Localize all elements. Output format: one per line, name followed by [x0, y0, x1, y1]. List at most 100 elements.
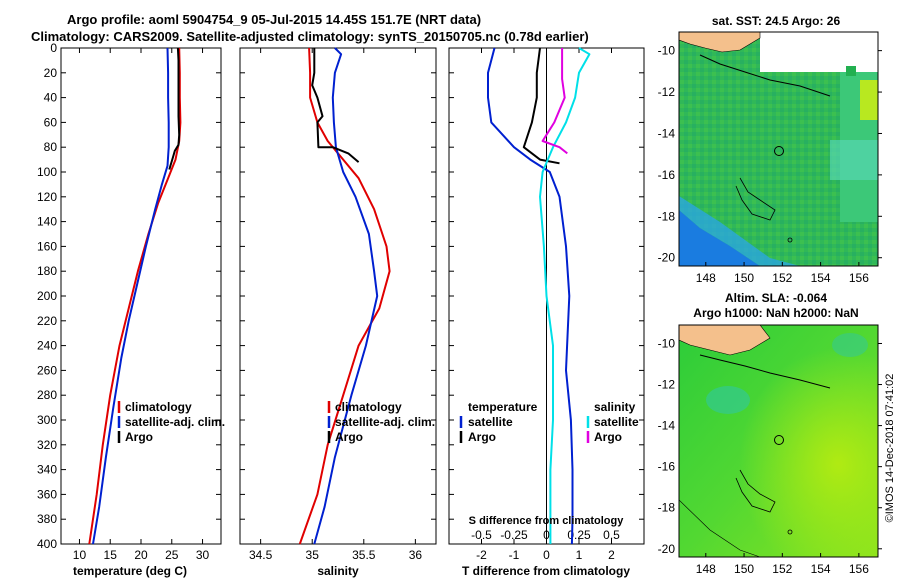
sla-low-patch — [706, 386, 750, 414]
y-tick-label: 20 — [44, 66, 58, 80]
y-tick-label: 360 — [37, 487, 57, 501]
y-tick-label: 300 — [37, 413, 57, 427]
sla-map-frame — [678, 324, 879, 558]
y-tick-label: 120 — [37, 190, 57, 204]
y-tick-label: 280 — [37, 388, 57, 402]
legend-title-salinity: salinity — [594, 400, 636, 414]
series-line-satellite-adj-clim- — [92, 47, 170, 545]
map-x-tick-label: 148 — [696, 271, 716, 285]
map-y-tick-label: -16 — [658, 168, 676, 182]
sla-map-title-1: Altim. SLA: -0.064 — [725, 291, 827, 305]
x-tick-label: 35 — [306, 548, 320, 562]
x2-tick-label: -0.5 — [471, 528, 492, 542]
map-x-tick-label: 148 — [696, 562, 716, 576]
map-y-tick-label: -16 — [658, 460, 676, 474]
title-line-1: Argo profile: aoml 5904754_9 05-Jul-2015… — [67, 12, 481, 27]
series-line-climatology — [298, 47, 391, 545]
map-x-tick-label: 156 — [849, 562, 869, 576]
series-line-satellite-adj-clim- — [313, 47, 379, 545]
title-line-2: Climatology: CARS2009. Satellite-adjuste… — [31, 29, 589, 44]
difference-legend: temperature satellite Argo salinity sate… — [459, 400, 639, 444]
coastline-islands — [699, 354, 831, 389]
series-line-temperature-argo — [522, 47, 560, 165]
y-tick-label: 160 — [37, 239, 57, 253]
temperature-legend: climatology satellite-adj. clim. Argo — [117, 400, 225, 444]
legend-label-sal-satellite: satellite — [594, 415, 639, 429]
y-tick-label: 340 — [37, 463, 57, 477]
y-tick-label: 100 — [37, 165, 57, 179]
salinity-xlabel: salinity — [317, 564, 359, 578]
y-tick-label: 260 — [37, 363, 57, 377]
legend-label-climatology: climatology — [125, 400, 192, 414]
series-line-salinity-argo — [541, 48, 568, 155]
legend-label-argo: Argo — [335, 430, 363, 444]
map-x-tick-label: 156 — [849, 271, 869, 285]
land-new-guinea — [679, 325, 771, 356]
sst-map-ticks: 148 150 152 154 156 -10 -12 -14 -16 -18 -20 — [658, 44, 882, 285]
map-y-tick-label: -12 — [658, 85, 676, 99]
map-y-tick-label: -10 — [658, 44, 676, 58]
x2-tick-label: 0.25 — [567, 528, 591, 542]
legend-label-sal-argo: Argo — [594, 430, 622, 444]
coastline-islands — [699, 54, 831, 97]
x-tick-label: 30 — [196, 548, 210, 562]
sst-yellow-patch — [860, 80, 878, 120]
y-tick-label: 200 — [37, 289, 57, 303]
x-tick-label: 0 — [543, 548, 550, 562]
series-line-temperature-satellite — [487, 47, 574, 545]
y-tick-label: 80 — [44, 140, 58, 154]
x2-tick-label: 0.5 — [603, 528, 620, 542]
sla-map — [678, 324, 879, 558]
sla-map-ticks: 148 150 152 154 156 -10 -12 -14 -16 -18 -20 — [658, 336, 882, 576]
series-line-salinity-satellite — [539, 47, 591, 544]
map-y-tick-label: -14 — [658, 126, 676, 140]
land-new-guinea — [679, 32, 761, 53]
x-tick-label: 25 — [165, 548, 179, 562]
map-y-tick-label: -12 — [658, 378, 676, 392]
y-tick-label: 380 — [37, 512, 57, 526]
y-tick-label: 140 — [37, 215, 57, 229]
legend-label-satellite: satellite-adj. clim. — [125, 415, 225, 429]
difference-x2label: S difference from climatology — [469, 515, 625, 527]
x-tick-label: 34.5 — [249, 548, 273, 562]
x-tick-label: 35.5 — [352, 548, 376, 562]
x-tick-label: -1 — [509, 548, 520, 562]
series-line-argo — [311, 48, 360, 163]
y-tick-label: 320 — [37, 438, 57, 452]
sla-low-patch-east — [832, 333, 868, 357]
x-tick-label: 15 — [104, 548, 118, 562]
map-x-tick-label: 154 — [811, 562, 831, 576]
legend-title-temperature: temperature — [468, 400, 538, 414]
salinity-legend: climatology satellite-adj. clim. Argo — [327, 400, 435, 444]
map-x-tick-label: 152 — [772, 562, 792, 576]
argo-position-marker — [774, 146, 784, 156]
sst-map-title: sat. SST: 24.5 Argo: 26 — [712, 14, 841, 28]
imos-credit: ©IMOS 14-Dec-2018 07:41:02 — [884, 374, 896, 523]
y-tick-label: 60 — [44, 115, 58, 129]
legend-label-temp-argo: Argo — [468, 430, 496, 444]
y-tick-label: 240 — [37, 339, 57, 353]
map-x-tick-label: 150 — [734, 271, 754, 285]
map-y-tick-label: -14 — [658, 419, 676, 433]
salinity-panel: 34.5 35 35.5 36 — [239, 47, 437, 562]
legend-label-satellite: satellite-adj. clim. — [335, 415, 435, 429]
sla-high-region — [679, 325, 878, 557]
x2-tick-label: -0.25 — [500, 528, 528, 542]
x-tick-label: 1 — [576, 548, 583, 562]
legend-label-climatology: climatology — [335, 400, 402, 414]
y-tick-label: 220 — [37, 314, 57, 328]
map-x-tick-label: 152 — [772, 271, 792, 285]
map-x-tick-label: 150 — [734, 562, 754, 576]
x-tick-label: 10 — [73, 548, 87, 562]
reef-outline — [735, 177, 776, 221]
small-island — [787, 529, 793, 535]
sst-map — [678, 31, 879, 267]
y-tick-label: 40 — [44, 91, 58, 105]
map-y-tick-label: -20 — [658, 251, 676, 265]
argo-position-marker — [774, 435, 784, 445]
map-y-tick-label: -20 — [658, 542, 676, 556]
sst-cool-patch — [830, 140, 878, 180]
x-tick-label: 2 — [608, 548, 615, 562]
small-island — [787, 237, 793, 243]
plot-area — [60, 47, 222, 545]
